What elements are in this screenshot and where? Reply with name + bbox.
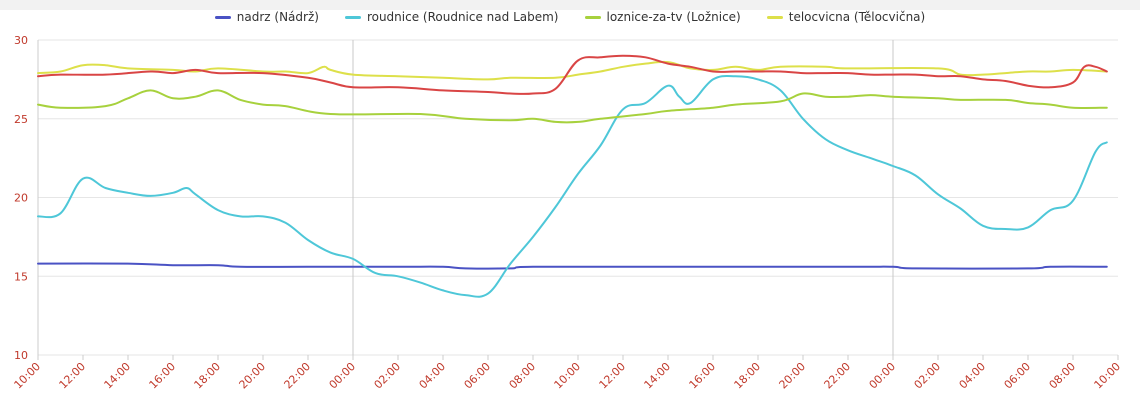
legend-item-nadrz[interactable]: nadrz (Nádrž) [214, 8, 319, 26]
legend-label: roudnice (Roudnice nad Labem) [366, 10, 559, 24]
y-tick-label: 25 [14, 113, 28, 126]
x-tick-label: 20:00 [777, 360, 809, 392]
y-tick-label: 10 [14, 349, 28, 362]
series-line-unnamed-4 [37, 54, 1108, 95]
x-tick-label: 10:00 [552, 360, 584, 392]
legend-label: telocvicna (Tělocvična) [788, 10, 926, 24]
x-tick-label: 14:00 [642, 360, 674, 392]
x-tick-label: 10:00 [12, 360, 44, 392]
x-tick-label: 18:00 [192, 360, 224, 392]
x-tick-label: 02:00 [372, 360, 404, 392]
legend-item-telocvicna[interactable]: telocvicna (Tělocvična) [766, 8, 926, 26]
x-tick-label: 04:00 [957, 360, 989, 392]
x-tick-label: 22:00 [822, 360, 854, 392]
x-tick-label: 08:00 [1047, 360, 1079, 392]
legend-label: loznice-za-tv (Ložnice) [606, 10, 741, 24]
x-tick-label: 16:00 [687, 360, 719, 392]
x-tick-label: 14:00 [102, 360, 134, 392]
legend-item-loznice-za-tv[interactable]: loznice-za-tv (Ložnice) [584, 8, 741, 26]
x-tick-label: 02:00 [912, 360, 944, 392]
x-tick-label: 16:00 [147, 360, 179, 392]
x-tick-label: 00:00 [327, 360, 359, 392]
legend-swatch [344, 15, 361, 19]
legend-item-roudnice[interactable]: roudnice (Roudnice nad Labem) [344, 8, 559, 26]
legend-swatch [584, 15, 601, 19]
x-tick-label: 18:00 [732, 360, 764, 392]
series-line-roudnice [37, 74, 1108, 298]
series-line-loznice-za-tv [37, 89, 1108, 124]
legend: nadrz (Nádrž) roudnice (Roudnice nad Labe… [0, 8, 1140, 26]
y-tick-label: 20 [14, 192, 28, 205]
x-tick-label: 06:00 [1002, 360, 1034, 392]
x-tick-label: 06:00 [462, 360, 494, 392]
x-tick-label: 00:00 [867, 360, 899, 392]
x-tick-label: 20:00 [237, 360, 269, 392]
legend-swatch [214, 15, 231, 19]
legend-swatch [766, 15, 783, 19]
series-line-nadrz [37, 262, 1108, 270]
x-tick-label: 04:00 [417, 360, 449, 392]
y-tick-label: 30 [14, 34, 28, 47]
y-tick-label: 15 [14, 270, 28, 283]
x-tick-label: 12:00 [597, 360, 629, 392]
x-tick-label: 08:00 [507, 360, 539, 392]
x-tick-label: 22:00 [282, 360, 314, 392]
x-tick-label: 12:00 [57, 360, 89, 392]
x-tick-label: 10:00 [1092, 360, 1124, 392]
legend-label: nadrz (Nádrž) [236, 10, 319, 24]
top-band [0, 0, 1140, 10]
